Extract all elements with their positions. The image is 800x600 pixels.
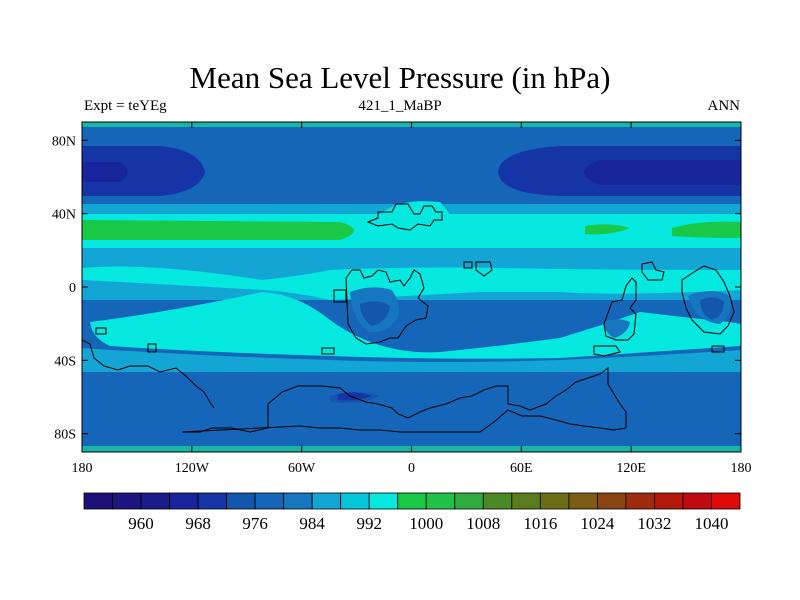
colorbar-swatch (140, 492, 170, 510)
colorbar-swatch (568, 492, 598, 510)
colorbar: 960 968 976 984 992 1000 1008 1016 1024 1032 1040 (83, 492, 741, 533)
colorbar-swatch (625, 492, 655, 510)
x-axis-ticks: 180 120W 60W 0 60E 120E 180 (72, 122, 752, 476)
colorbar-swatch (169, 492, 199, 510)
map-panel: 180 120W 60W 0 60E 120E 180 80N 40N 0 40S 80S (52, 121, 752, 476)
colorbar-label: 968 (185, 514, 211, 533)
coastline-sa-north (641, 261, 665, 281)
band-pacific-high-2 (672, 221, 741, 238)
coastline-australia (681, 265, 735, 335)
season-label: ANN (707, 98, 741, 114)
colorbar-label: 1024 (580, 514, 615, 533)
colorbar-label: 1040 (694, 514, 728, 533)
colorbar-swatch (254, 492, 285, 510)
colorbar-swatch (539, 492, 570, 510)
x-tick-label: 120W (175, 461, 210, 476)
band-sh-fringe (82, 348, 741, 372)
coastline-nz (711, 345, 725, 353)
y-tick-label: 0 (69, 281, 76, 296)
coastline-africa-island (333, 289, 347, 303)
band-tropical-cyan (82, 266, 741, 300)
colorbar-swatch (226, 492, 256, 510)
colorbar-swatch (340, 492, 370, 510)
coastline-europe (366, 203, 443, 231)
colorbar-label: 1016 (523, 514, 557, 533)
y-tick-label: 80N (52, 134, 76, 149)
x-tick-label: 120E (616, 461, 646, 476)
coastline-west-island (95, 327, 157, 353)
colorbar-swatch (197, 492, 228, 510)
x-tick-label: 180 (731, 461, 752, 476)
colorbar-swatch (596, 492, 627, 510)
coastline-sw-margin (82, 339, 215, 409)
colorbar-swatch (368, 492, 399, 510)
coastline-asia (463, 261, 493, 277)
x-tick-label: 0 (408, 461, 415, 476)
colorbar-swatch (682, 492, 712, 510)
colorbar-label: 976 (242, 514, 268, 533)
coastline-antarctica (181, 367, 627, 433)
colorbar-swatch (482, 492, 513, 510)
coastline-sa-south (593, 345, 621, 357)
colorbar-label: 1008 (466, 514, 500, 533)
coastline-africa (345, 269, 429, 345)
colorbar-label: 1000 (409, 514, 443, 533)
colorbar-label: 960 (128, 514, 154, 533)
colorbar-label: 1032 (637, 514, 671, 533)
colorbar-label: 984 (299, 514, 325, 533)
colorbar-swatch (397, 492, 427, 510)
y-tick-label: 80S (54, 428, 76, 443)
colorbar-swatch (454, 492, 484, 510)
colorbar-swatch (112, 492, 142, 510)
colorbar-swatch (711, 492, 741, 510)
colorbar-swatch (654, 492, 684, 510)
colorbar-label: 992 (356, 514, 382, 533)
band-north-low-east-core (584, 160, 741, 185)
band-atlantic-high (82, 220, 354, 240)
band-sh-subtropical-high (90, 292, 741, 359)
experiment-label: Expt = teYEg (84, 98, 167, 114)
colorbar-swatch (311, 492, 342, 510)
colorbar-swatch (283, 492, 313, 510)
y-tick-label: 40S (54, 354, 76, 369)
band-north-low-west (82, 146, 205, 196)
coastline-africa-cape (321, 347, 335, 355)
chart-title: Mean Sea Level Pressure (in hPa) (189, 60, 611, 95)
coastline-south-america (603, 277, 637, 341)
y-tick-label: 40N (52, 208, 76, 223)
colorbar-swatch (83, 492, 113, 510)
colorbar-swatch (511, 492, 541, 510)
x-tick-label: 180 (72, 461, 93, 476)
band-sa-low (604, 319, 630, 338)
center-label: 421_1_MaBP (358, 98, 442, 114)
band-africa-low-core (360, 301, 390, 326)
band-antarctic-low-core (338, 392, 372, 401)
band-nh-high-north-bulge (380, 201, 450, 214)
coastlines (82, 203, 735, 433)
band-australia-low-core (700, 297, 724, 320)
x-tick-label: 60W (288, 461, 316, 476)
band-pacific-high (585, 224, 630, 235)
y-axis-ticks: 80N 40N 0 40S 80S (52, 134, 741, 443)
x-tick-label: 60E (510, 461, 533, 476)
contour-fill (82, 122, 741, 452)
colorbar-swatch (425, 492, 456, 510)
band-north-low-west-core (82, 162, 128, 182)
